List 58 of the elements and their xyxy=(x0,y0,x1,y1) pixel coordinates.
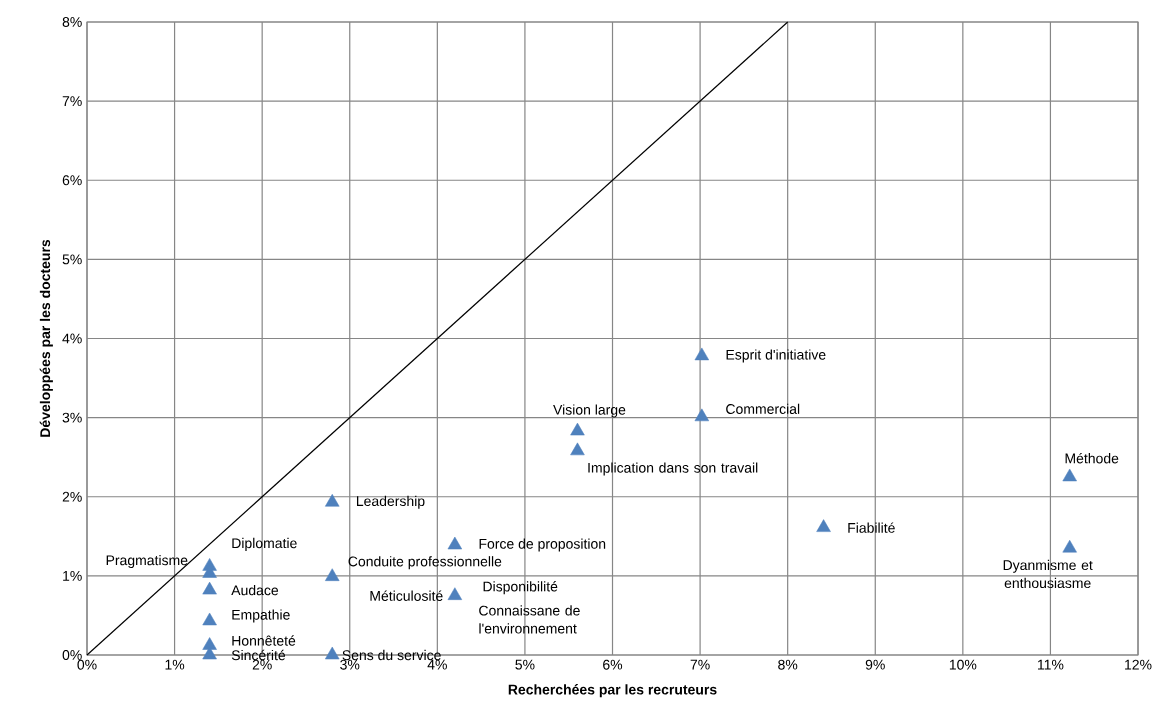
point xyxy=(694,408,710,422)
annotation: Force de proposition xyxy=(479,538,606,552)
annotation: Esprit d'initiative xyxy=(726,349,826,363)
point xyxy=(1062,468,1077,482)
x-axis-title: Recherchées par les recruteurs xyxy=(508,684,717,698)
annotation: Pragmatisme xyxy=(106,554,188,569)
y-tick-label: 3% xyxy=(62,412,82,423)
x-tick-label: 9% xyxy=(865,659,885,670)
annotation: Honnêteté xyxy=(232,635,296,646)
annotation: Commercial xyxy=(726,403,800,414)
annotation: Fiabilité xyxy=(848,522,895,533)
x-tick-label: 7% xyxy=(690,659,710,670)
point xyxy=(325,494,340,507)
point xyxy=(447,587,463,600)
annotation: Sincérité xyxy=(231,649,286,661)
annotation: Sens du service xyxy=(342,649,441,661)
annotation: Audace xyxy=(231,584,279,596)
y-tick-label: 1% xyxy=(63,570,82,581)
point xyxy=(202,581,217,595)
x-tick-label: 12% xyxy=(1125,659,1152,670)
annotation: Méticulosité xyxy=(370,590,443,601)
y-tick-label: 7% xyxy=(62,96,82,107)
annotation: Empathie xyxy=(232,609,290,623)
point xyxy=(447,536,463,550)
point xyxy=(325,646,340,660)
x-tick-label: 5% xyxy=(515,659,535,670)
annotation: Implication dans son travail xyxy=(588,462,758,476)
annotation: Méthode xyxy=(1065,452,1119,464)
point xyxy=(570,442,585,456)
annotation: Disponibilité xyxy=(483,581,558,595)
y-tick-label: 2% xyxy=(62,491,82,502)
annotation: Connaissane de l'environnement xyxy=(479,605,580,634)
x-tick-label: 10% xyxy=(949,659,977,670)
point xyxy=(1062,539,1077,553)
x-tick-label: 0% xyxy=(77,659,97,670)
annotation: Leadership xyxy=(356,495,425,509)
x-tick-label: 1% xyxy=(165,659,185,670)
point xyxy=(325,568,340,581)
x-tick-label: 8% xyxy=(778,659,798,670)
y-tick-label: 8% xyxy=(62,17,82,27)
point xyxy=(816,519,831,532)
annotation: Dyanmisme et enthousiasme xyxy=(1003,559,1093,589)
annotation: Vision large xyxy=(553,404,626,418)
y-tick-label: 4% xyxy=(62,333,82,344)
x-tick-label: 3% xyxy=(340,659,360,670)
x-tick-label: 6% xyxy=(603,659,623,670)
point xyxy=(570,422,585,436)
y-tick-label: 6% xyxy=(62,175,82,186)
point xyxy=(694,347,710,361)
x-tick-label: 2% xyxy=(252,659,272,670)
x-tick-label: 11% xyxy=(1038,659,1064,670)
y-tick-label: 5% xyxy=(62,254,82,265)
annotation: Conduite professionnelle xyxy=(348,556,502,570)
x-tick-label: 4% xyxy=(427,659,447,670)
y-axis-title: Développées par les docteurs xyxy=(39,239,53,437)
y-tick-label: 0% xyxy=(62,650,82,660)
annotation: Diplomatie xyxy=(232,537,297,551)
point xyxy=(202,612,217,626)
